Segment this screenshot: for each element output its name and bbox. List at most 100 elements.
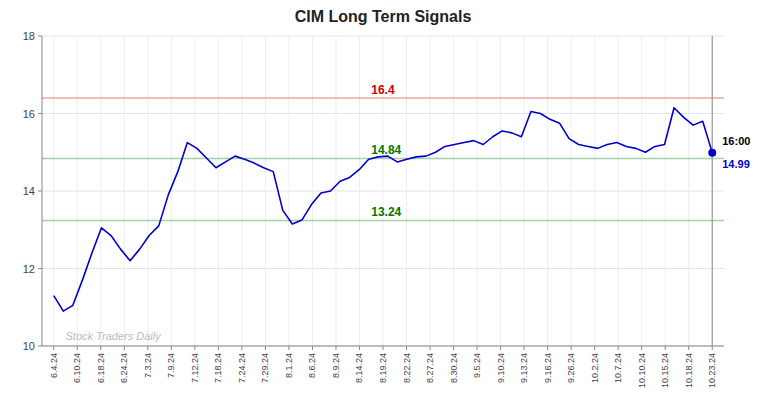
x-tick-label: 8.22.24 — [402, 353, 412, 383]
x-tick — [335, 346, 336, 350]
x-tick-label: 9.13.24 — [519, 353, 529, 383]
x-tick-label: 7.3.24 — [143, 353, 153, 378]
x-tick-label: 10.10.24 — [637, 353, 647, 388]
reference-label: 13.24 — [371, 205, 401, 219]
y-tick — [38, 113, 42, 114]
reference-line — [42, 220, 724, 222]
plot-area — [42, 36, 724, 346]
annotation-price: 14.99 — [722, 158, 750, 170]
y-tick — [38, 191, 42, 192]
grid-line-x — [712, 36, 713, 346]
x-tick — [477, 346, 478, 350]
grid-line-x — [665, 36, 666, 346]
x-tick — [312, 346, 313, 350]
x-tick-label: 9.16.24 — [543, 353, 553, 383]
x-tick-label: 9.5.24 — [472, 353, 482, 378]
x-tick — [688, 346, 689, 350]
grid-line-x — [594, 36, 595, 346]
x-tick — [53, 346, 54, 350]
watermark: Stock Traders Daily — [66, 330, 163, 342]
x-tick-label: 10.7.24 — [613, 353, 623, 383]
grid-line-x — [171, 36, 172, 346]
x-tick — [147, 346, 148, 350]
y-tick-label: 14 — [23, 185, 35, 197]
grid-line-x — [430, 36, 431, 346]
x-tick-label: 7.24.24 — [237, 353, 247, 383]
x-tick — [100, 346, 101, 350]
x-tick — [241, 346, 242, 350]
x-tick — [406, 346, 407, 350]
x-tick-label: 8.1.24 — [284, 353, 294, 378]
x-tick — [383, 346, 384, 350]
x-tick — [500, 346, 501, 350]
x-tick-label: 8.19.24 — [378, 353, 388, 383]
x-tick-label: 6.18.24 — [96, 353, 106, 383]
x-tick — [194, 346, 195, 350]
x-tick — [547, 346, 548, 350]
x-tick-label: 9.10.24 — [496, 353, 506, 383]
grid-line-x — [688, 36, 689, 346]
last-point — [708, 149, 716, 157]
x-tick — [712, 346, 713, 350]
grid-line-x — [194, 36, 195, 346]
grid-line-x — [147, 36, 148, 346]
grid-line-x — [53, 36, 54, 346]
grid-line-x — [288, 36, 289, 346]
reference-line — [42, 158, 724, 160]
x-tick-label: 10.2.24 — [590, 353, 600, 383]
x-tick — [124, 346, 125, 350]
y-tick — [38, 268, 42, 269]
x-tick-label: 6.4.24 — [49, 353, 59, 378]
annotation-time: 16:00 — [722, 135, 750, 147]
x-tick-label: 8.27.24 — [425, 353, 435, 383]
grid-line-x — [618, 36, 619, 346]
grid-line-x — [218, 36, 219, 346]
y-tick-label: 18 — [23, 30, 35, 42]
grid-line-x — [524, 36, 525, 346]
x-tick — [171, 346, 172, 350]
last-point-vline — [712, 36, 713, 346]
x-tick — [359, 346, 360, 350]
x-tick — [265, 346, 266, 350]
grid-line-x — [359, 36, 360, 346]
y-tick — [38, 36, 42, 37]
x-tick-label: 6.24.24 — [119, 353, 129, 383]
x-tick-label: 9.26.24 — [566, 353, 576, 383]
x-tick — [77, 346, 78, 350]
title: CIM Long Term Signals — [295, 8, 472, 25]
x-tick — [288, 346, 289, 350]
grid-line-x — [335, 36, 336, 346]
y-tick-label: 10 — [23, 340, 35, 352]
y-tick-label: 16 — [23, 108, 35, 120]
x-tick-label: 8.30.24 — [449, 353, 459, 383]
grid-line-x — [124, 36, 125, 346]
grid-line-x — [100, 36, 101, 346]
x-tick-label: 8.6.24 — [307, 353, 317, 378]
grid-line-x — [641, 36, 642, 346]
reference-label: 14.84 — [371, 143, 401, 157]
grid-line-x — [571, 36, 572, 346]
grid — [42, 36, 724, 346]
x-tick-label: 10.15.24 — [660, 353, 670, 388]
x-tick — [641, 346, 642, 350]
grid-line-x — [453, 36, 454, 346]
x-tick — [524, 346, 525, 350]
y-tick — [38, 346, 42, 347]
x-tick-label: 8.9.24 — [331, 353, 341, 378]
y-tick-label: 12 — [23, 263, 35, 275]
x-tick-label: 8.14.24 — [354, 353, 364, 383]
x-tick — [571, 346, 572, 350]
x-tick-label: 10.23.24 — [707, 353, 717, 388]
grid-line-x — [312, 36, 313, 346]
x-tick — [218, 346, 219, 350]
x-tick-label: 7.9.24 — [166, 353, 176, 378]
reference-label: 16.4 — [371, 83, 395, 97]
grid-line-x — [265, 36, 266, 346]
grid-line-x — [547, 36, 548, 346]
x-tick-label: 6.10.24 — [72, 353, 82, 383]
x-tick — [594, 346, 595, 350]
x-tick-label: 7.18.24 — [213, 353, 223, 383]
grid-line-x — [477, 36, 478, 346]
grid-line-x — [77, 36, 78, 346]
x-tick-label: 7.29.24 — [260, 353, 270, 383]
